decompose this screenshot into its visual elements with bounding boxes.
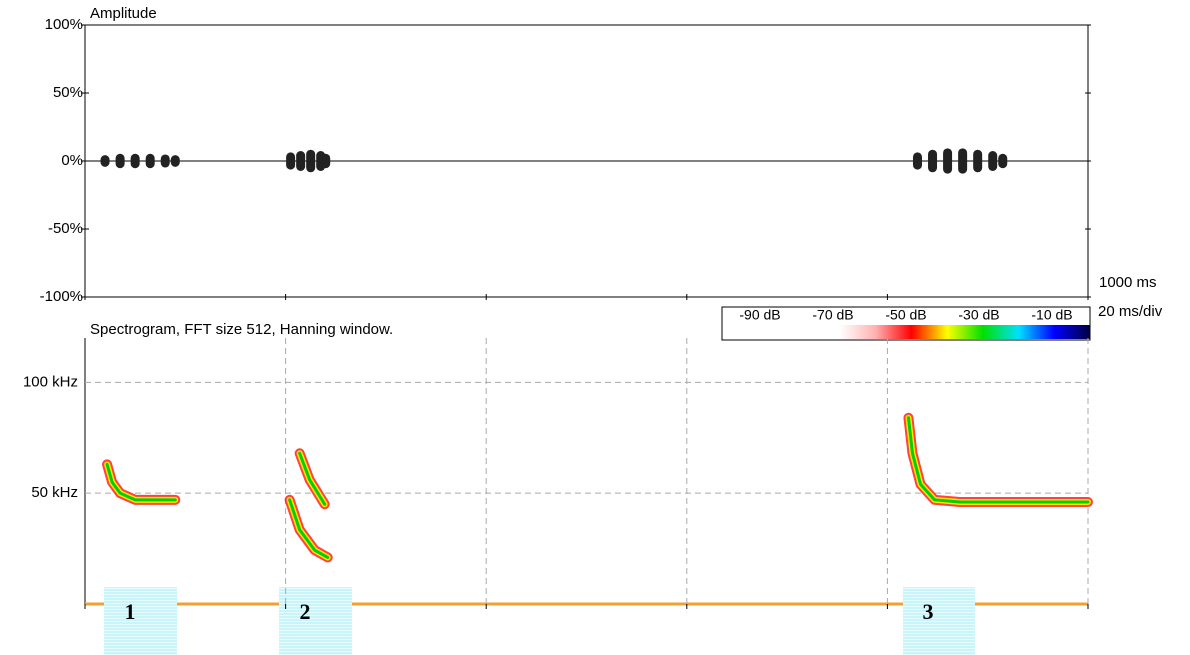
y-tick-label: 100 kHz [23,373,78,390]
call-marker: 1 [125,599,136,624]
colorbar-label: -30 dB [958,307,999,323]
y-tick-label: 50% [53,84,83,101]
annotation: 1000 ms [1099,274,1157,291]
call-halo [908,418,1088,502]
call-halo [107,464,175,499]
chart: Amplitude 1000 ms 20 ms/div Spectrogram,… [0,0,1190,655]
y-tick-label: 0% [61,152,83,169]
call-marker: 3 [923,599,934,624]
y-tick-label: -100% [40,288,83,305]
colorbar-label: -50 dB [885,307,926,323]
wave-title: Amplitude [90,5,157,22]
marker-box [104,587,177,655]
marker-box [903,587,975,655]
colorbar-label: -90 dB [739,307,780,323]
annotation: 20 ms/div [1098,303,1163,320]
y-tick-label: -50% [48,220,83,237]
colorbar-label: -70 dB [812,307,853,323]
call-halo [908,418,1088,502]
y-tick-label: 50 kHz [31,484,78,501]
call [908,418,1088,502]
marker-box [279,587,352,655]
spec-title: Spectrogram, FFT size 512, Hanning windo… [90,321,393,338]
colorbar-label: -10 dB [1031,307,1072,323]
colorbar [840,325,1090,339]
y-tick-label: 100% [45,16,83,33]
call-marker: 2 [300,599,311,624]
